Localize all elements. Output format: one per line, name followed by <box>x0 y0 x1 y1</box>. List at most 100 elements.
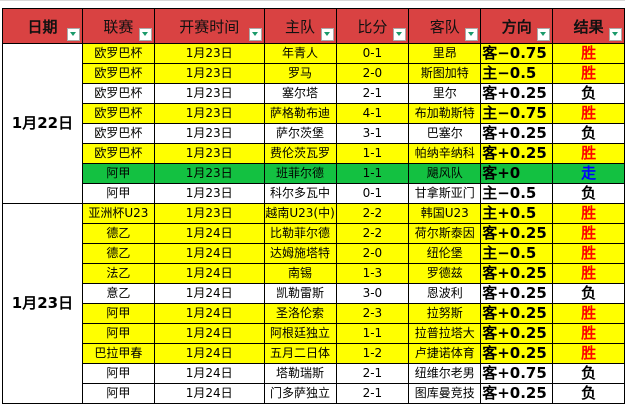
away-team-cell[interactable]: 甘拿斯亚门 <box>408 183 482 204</box>
time-cell[interactable]: 1月24日 <box>153 383 265 404</box>
league-cell[interactable]: 阿甲 <box>81 303 155 324</box>
away-team-cell[interactable]: 恩波利 <box>408 283 482 304</box>
away-team-cell[interactable]: 帕纳辛纳科 <box>408 143 482 164</box>
home-team-cell[interactable]: 越南U23(中) <box>263 203 337 224</box>
table-row[interactable]: 欧罗巴杯 1月23日 塞尔塔 2-1 里尔 客+0.25 负 <box>3 83 625 104</box>
filter-dropdown-icon[interactable] <box>465 28 479 41</box>
filter-dropdown-icon[interactable] <box>66 28 80 41</box>
table-row[interactable]: 1月22日 欧罗巴杯 1月23日 年青人 0-1 里昂 客−0.75 胜 <box>2 43 625 204</box>
league-cell[interactable]: 阿甲 <box>81 323 155 344</box>
score-cell[interactable]: 2-2 <box>335 223 410 244</box>
direction-cell[interactable]: 客−0.75 <box>480 43 554 64</box>
result-cell[interactable]: 胜 <box>552 323 625 344</box>
home-team-cell[interactable]: 年青人 <box>263 43 337 64</box>
away-team-cell[interactable]: 荷尔斯泰因 <box>408 223 482 244</box>
result-cell[interactable]: 负 <box>552 83 625 104</box>
league-cell[interactable]: 欧罗巴杯 <box>81 123 155 144</box>
league-cell[interactable]: 阿甲 <box>81 383 155 404</box>
away-team-cell[interactable]: 拉普拉塔大 <box>408 323 482 344</box>
table-row[interactable]: 阿甲 1月24日 门多萨独立 2-1 图库曼竞技 客+0.25 负 <box>3 383 625 404</box>
time-cell[interactable]: 1月24日 <box>153 343 265 364</box>
league-cell[interactable]: 阿甲 <box>81 183 155 204</box>
away-team-cell[interactable]: 纽维尔老男 <box>408 363 482 384</box>
away-team-cell[interactable]: 布加勒斯特 <box>408 103 482 124</box>
score-cell[interactable]: 1-3 <box>335 263 410 284</box>
home-team-cell[interactable]: 阿根廷独立 <box>263 323 337 344</box>
away-team-cell[interactable]: 纽伦堡 <box>408 243 482 264</box>
time-cell[interactable]: 1月23日 <box>153 163 265 184</box>
league-cell[interactable]: 欧罗巴杯 <box>81 103 155 124</box>
time-cell[interactable]: 1月23日 <box>153 43 265 64</box>
table-row[interactable]: 德乙 1月24日 达姆施塔特 2-0 纽伦堡 主−0.5 胜 <box>3 243 625 264</box>
result-cell[interactable]: 负 <box>552 363 625 384</box>
table-row[interactable]: 阿甲 1月24日 塔勒瑞斯 2-1 纽维尔老男 客+0.75 负 <box>3 363 625 384</box>
result-cell[interactable]: 负 <box>552 183 625 204</box>
time-cell[interactable]: 1月24日 <box>153 303 265 324</box>
result-cell[interactable]: 负 <box>552 283 625 304</box>
table-row[interactable]: 阿甲 1月24日 圣洛伦索 2-3 拉努斯 客+0.25 胜 <box>3 303 625 324</box>
table-row[interactable]: 阿甲 1月23日 班菲尔德 1-1 飓风队 客+0 走 <box>3 163 625 184</box>
home-team-cell[interactable]: 塔勒瑞斯 <box>263 363 337 384</box>
home-team-cell[interactable]: 费伦茨瓦罗 <box>263 143 337 164</box>
time-cell[interactable]: 1月23日 <box>153 183 265 204</box>
score-cell[interactable]: 1-1 <box>335 323 410 344</box>
time-cell[interactable]: 1月24日 <box>153 323 265 344</box>
time-cell[interactable]: 1月23日 <box>153 63 265 84</box>
score-cell[interactable]: 0-1 <box>335 43 410 64</box>
league-cell[interactable]: 欧罗巴杯 <box>81 83 155 104</box>
league-cell[interactable]: 德乙 <box>81 243 155 264</box>
away-team-cell[interactable]: 图库曼竞技 <box>408 383 482 404</box>
time-cell[interactable]: 1月23日 <box>153 203 265 224</box>
direction-cell[interactable]: 客+0.25 <box>480 143 554 164</box>
home-team-cell[interactable]: 南锡 <box>263 263 337 284</box>
away-team-cell[interactable]: 里尔 <box>408 83 482 104</box>
table-row[interactable]: 欧罗巴杯 1月23日 罗马 2-0 斯图加特 主−0.5 胜 <box>3 63 625 84</box>
result-cell[interactable]: 胜 <box>552 223 625 244</box>
direction-cell[interactable]: 客+0.25 <box>480 263 554 284</box>
home-team-cell[interactable]: 门多萨独立 <box>263 383 337 404</box>
result-cell[interactable]: 负 <box>552 383 625 404</box>
table-row[interactable]: 意乙 1月24日 凯勒雷斯 3-0 恩波利 客+0.25 负 <box>3 283 625 304</box>
direction-cell[interactable]: 主−0.5 <box>480 63 554 84</box>
home-team-cell[interactable]: 圣洛伦索 <box>263 303 337 324</box>
league-cell[interactable]: 欧罗巴杯 <box>81 143 155 164</box>
filter-dropdown-icon[interactable] <box>248 28 262 41</box>
league-cell[interactable]: 阿甲 <box>81 363 155 384</box>
score-cell[interactable]: 2-2 <box>335 203 410 224</box>
score-cell[interactable]: 3-1 <box>335 123 410 144</box>
direction-cell[interactable]: 客+0.25 <box>480 283 554 304</box>
time-cell[interactable]: 1月24日 <box>153 283 265 304</box>
score-cell[interactable]: 2-1 <box>335 363 410 384</box>
away-team-cell[interactable]: 飓风队 <box>408 163 482 184</box>
direction-cell[interactable]: 客+0.25 <box>480 323 554 344</box>
score-cell[interactable]: 2-1 <box>335 383 410 404</box>
score-cell[interactable]: 2-0 <box>335 243 410 264</box>
table-row[interactable]: 阿甲 1月23日 科尔多瓦中 0-1 甘拿斯亚门 主−0.5 负 <box>3 183 625 204</box>
time-cell[interactable]: 1月24日 <box>153 263 265 284</box>
score-cell[interactable]: 0-1 <box>335 183 410 204</box>
time-cell[interactable]: 1月23日 <box>153 143 265 164</box>
home-team-cell[interactable]: 凯勒雷斯 <box>263 283 337 304</box>
filter-dropdown-icon[interactable] <box>537 28 551 41</box>
away-team-cell[interactable]: 巴塞尔 <box>408 123 482 144</box>
table-row[interactable]: 法乙 1月24日 南锡 1-3 罗德兹 客+0.25 胜 <box>3 263 625 284</box>
table-row[interactable]: 欧罗巴杯 1月23日 萨尔茨堡 3-1 巴塞尔 客+0.25 负 <box>3 123 625 144</box>
league-cell[interactable]: 巴拉甲春 <box>81 343 155 364</box>
league-cell[interactable]: 法乙 <box>81 263 155 284</box>
league-cell[interactable]: 亚洲杯U23 <box>81 203 155 224</box>
table-row[interactable]: 阿甲 1月24日 阿根廷独立 1-1 拉普拉塔大 客+0.25 胜 <box>3 323 625 344</box>
league-cell[interactable]: 意乙 <box>81 283 155 304</box>
home-team-cell[interactable]: 塞尔塔 <box>263 83 337 104</box>
result-cell[interactable]: 胜 <box>552 303 625 324</box>
direction-cell[interactable]: 客+0.25 <box>480 123 554 144</box>
score-cell[interactable]: 2-3 <box>335 303 410 324</box>
filter-dropdown-icon[interactable] <box>138 28 152 41</box>
score-cell[interactable]: 2-0 <box>335 63 410 84</box>
date-cell[interactable]: 1月23日 <box>2 203 83 404</box>
time-cell[interactable]: 1月24日 <box>153 243 265 264</box>
direction-cell[interactable]: 客+0.25 <box>480 303 554 324</box>
direction-cell[interactable]: 主+0.5 <box>480 203 554 224</box>
time-cell[interactable]: 1月23日 <box>153 103 265 124</box>
table-row[interactable]: 欧罗巴杯 1月23日 费伦茨瓦罗 1-1 帕纳辛纳科 客+0.25 胜 <box>3 143 625 164</box>
filter-dropdown-icon[interactable] <box>320 28 334 41</box>
